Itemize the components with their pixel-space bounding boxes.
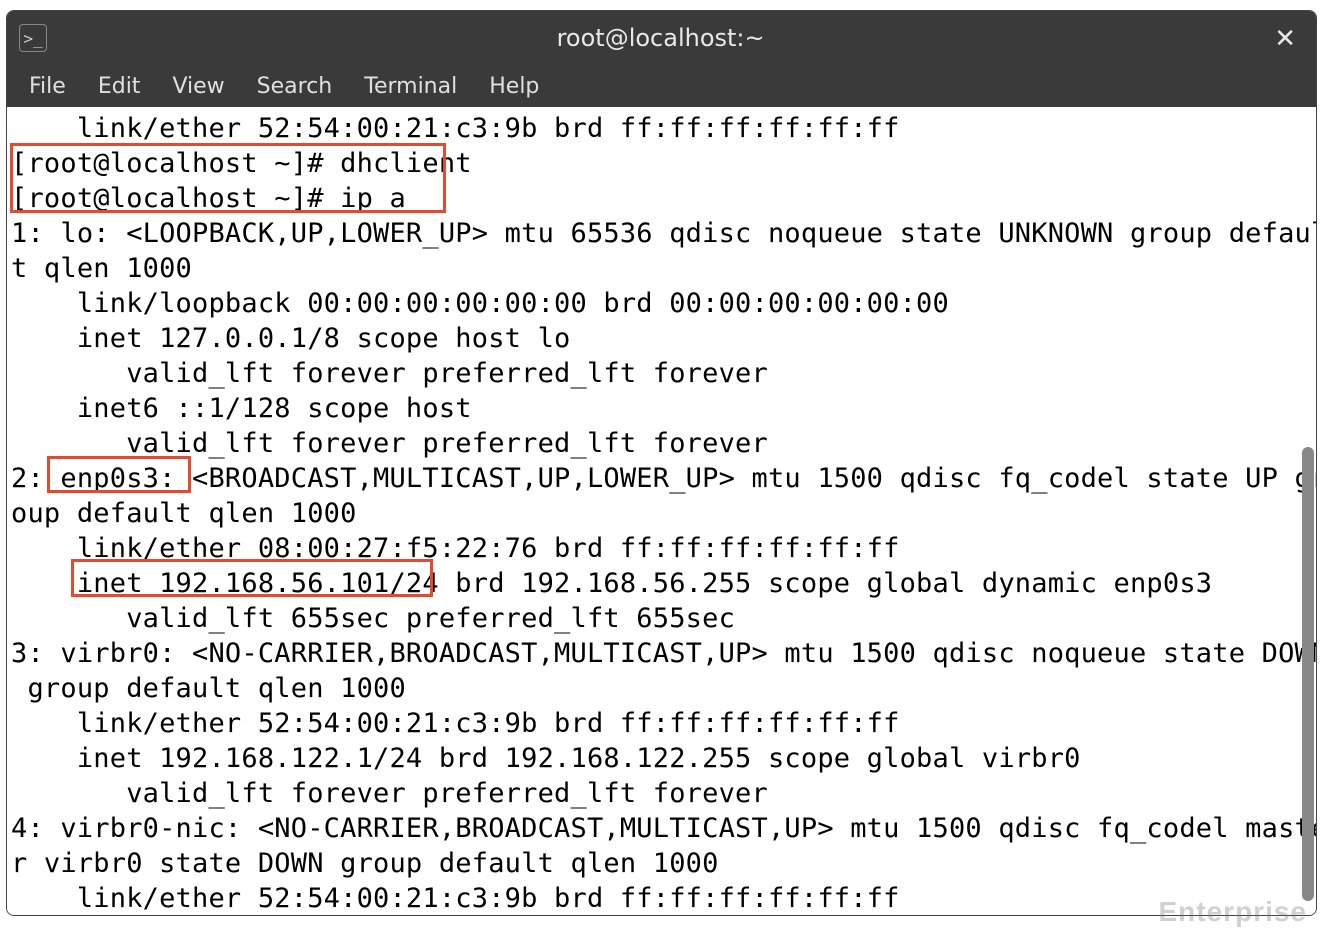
menu-terminal[interactable]: Terminal bbox=[350, 68, 471, 105]
terminal-line: group default qlen 1000 bbox=[11, 671, 1310, 706]
titlebar[interactable]: >_ root@localhost:~ ✕ bbox=[7, 11, 1316, 65]
menu-view[interactable]: View bbox=[158, 68, 238, 105]
terminal-line: link/ether 52:54:00:21:c3:9b brd ff:ff:f… bbox=[11, 111, 1310, 146]
menu-file[interactable]: File bbox=[15, 68, 80, 105]
terminal-line: valid_lft forever preferred_lft forever bbox=[11, 776, 1310, 811]
terminal-line: [root@localhost ~]# dhclient bbox=[11, 146, 1310, 181]
menu-search[interactable]: Search bbox=[243, 68, 347, 105]
terminal-line: link/ether 52:54:00:21:c3:9b brd ff:ff:f… bbox=[11, 881, 1310, 915]
terminal-line: inet 192.168.122.1/24 brd 192.168.122.25… bbox=[11, 741, 1310, 776]
terminal-line: [root@localhost ~]# ip a bbox=[11, 181, 1310, 216]
terminal-line: 2: enp0s3: <BROADCAST,MULTICAST,UP,LOWER… bbox=[11, 461, 1310, 496]
scrollbar-thumb[interactable] bbox=[1302, 447, 1314, 901]
terminal-line: link/loopback 00:00:00:00:00:00 brd 00:0… bbox=[11, 286, 1310, 321]
terminal-line: 1: lo: <LOOPBACK,UP,LOWER_UP> mtu 65536 … bbox=[11, 216, 1310, 251]
menubar: File Edit View Search Terminal Help bbox=[7, 65, 1316, 107]
window-title: root@localhost:~ bbox=[55, 24, 1266, 52]
terminal-app-icon: >_ bbox=[19, 24, 47, 52]
terminal-line: link/ether 08:00:27:f5:22:76 brd ff:ff:f… bbox=[11, 531, 1310, 566]
terminal-line: oup default qlen 1000 bbox=[11, 496, 1310, 531]
terminal-line: 3: virbr0: <NO-CARRIER,BROADCAST,MULTICA… bbox=[11, 636, 1310, 671]
terminal-line: link/ether 52:54:00:21:c3:9b brd ff:ff:f… bbox=[11, 706, 1310, 741]
terminal-line: inet 127.0.0.1/8 scope host lo bbox=[11, 321, 1310, 356]
terminal-line: t qlen 1000 bbox=[11, 251, 1310, 286]
terminal-line: 4: virbr0-nic: <NO-CARRIER,BROADCAST,MUL… bbox=[11, 811, 1310, 846]
close-icon[interactable]: ✕ bbox=[1266, 19, 1304, 58]
terminal-line: inet6 ::1/128 scope host bbox=[11, 391, 1310, 426]
watermark: Enterprise bbox=[1159, 896, 1308, 928]
terminal-line: valid_lft 655sec preferred_lft 655sec bbox=[11, 601, 1310, 636]
terminal-window: >_ root@localhost:~ ✕ File Edit View Sea… bbox=[6, 10, 1317, 916]
menu-edit[interactable]: Edit bbox=[84, 68, 155, 105]
menu-help[interactable]: Help bbox=[475, 68, 553, 105]
terminal-line: inet 192.168.56.101/24 brd 192.168.56.25… bbox=[11, 566, 1310, 601]
terminal-line: r virbr0 state DOWN group default qlen 1… bbox=[11, 846, 1310, 881]
terminal-icon-glyph: >_ bbox=[23, 29, 42, 48]
terminal-line: valid_lft forever preferred_lft forever bbox=[11, 426, 1310, 461]
terminal-body[interactable]: link/ether 52:54:00:21:c3:9b brd ff:ff:f… bbox=[7, 107, 1316, 915]
scrollbar[interactable] bbox=[1300, 107, 1314, 911]
terminal-line: valid_lft forever preferred_lft forever bbox=[11, 356, 1310, 391]
